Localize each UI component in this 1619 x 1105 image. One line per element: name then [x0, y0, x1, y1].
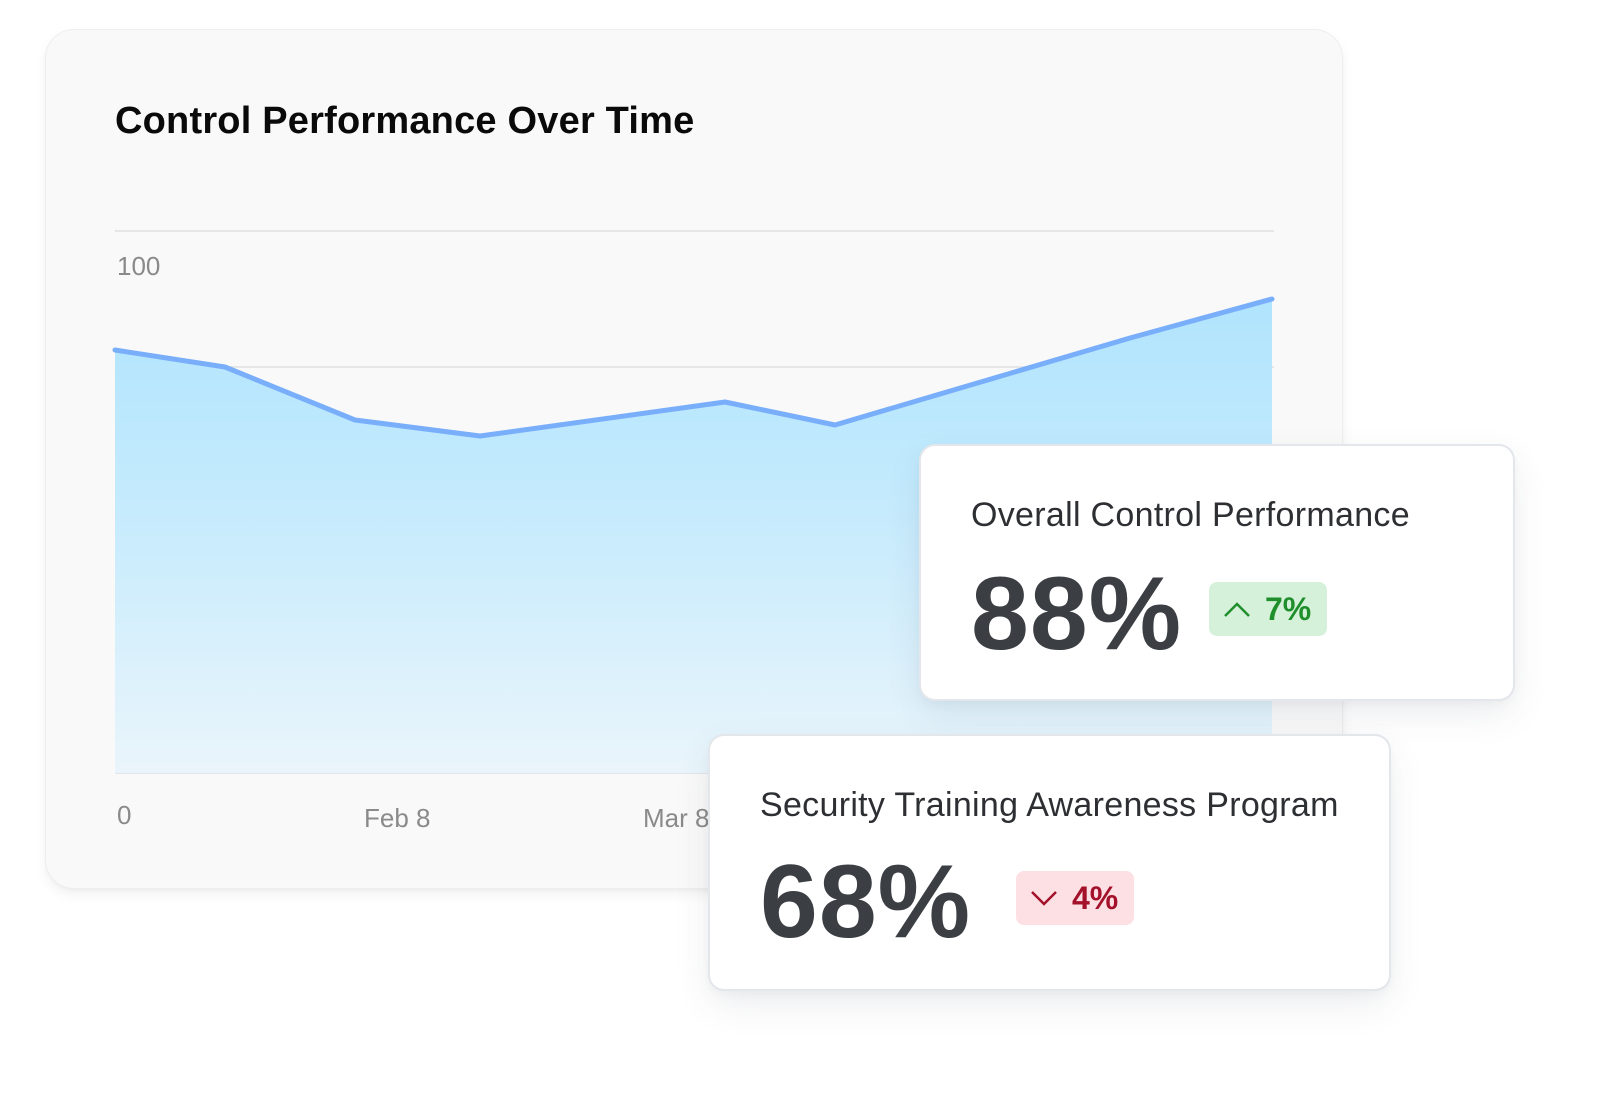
security-training-awareness-card: Security Training Awareness Program 68% …	[710, 736, 1389, 989]
data-line	[112, 296, 1275, 439]
chevron-down-icon	[1031, 891, 1057, 906]
change-badge-up: 7%	[1209, 582, 1328, 636]
change-value: 4%	[1072, 879, 1119, 916]
stat-label: Overall Control Performance	[971, 496, 1410, 534]
stat-value: 68%	[760, 844, 972, 960]
overall-control-performance-card: Overall Control Performance 88% 7%	[921, 446, 1513, 699]
chart-title: Control Performance Over Time	[115, 100, 695, 142]
change-value: 7%	[1265, 590, 1312, 627]
stat-value: 88%	[971, 556, 1183, 672]
stat-label: Security Training Awareness Program	[760, 786, 1339, 824]
y-axis-min-label: 0	[117, 800, 132, 830]
change-badge-down: 4%	[1016, 871, 1135, 925]
x-axis-label-mar: Mar 8	[643, 803, 710, 833]
y-axis-max-label: 100	[117, 251, 161, 281]
x-axis-label-feb: Feb 8	[364, 803, 431, 833]
chevron-up-icon	[1224, 602, 1250, 617]
